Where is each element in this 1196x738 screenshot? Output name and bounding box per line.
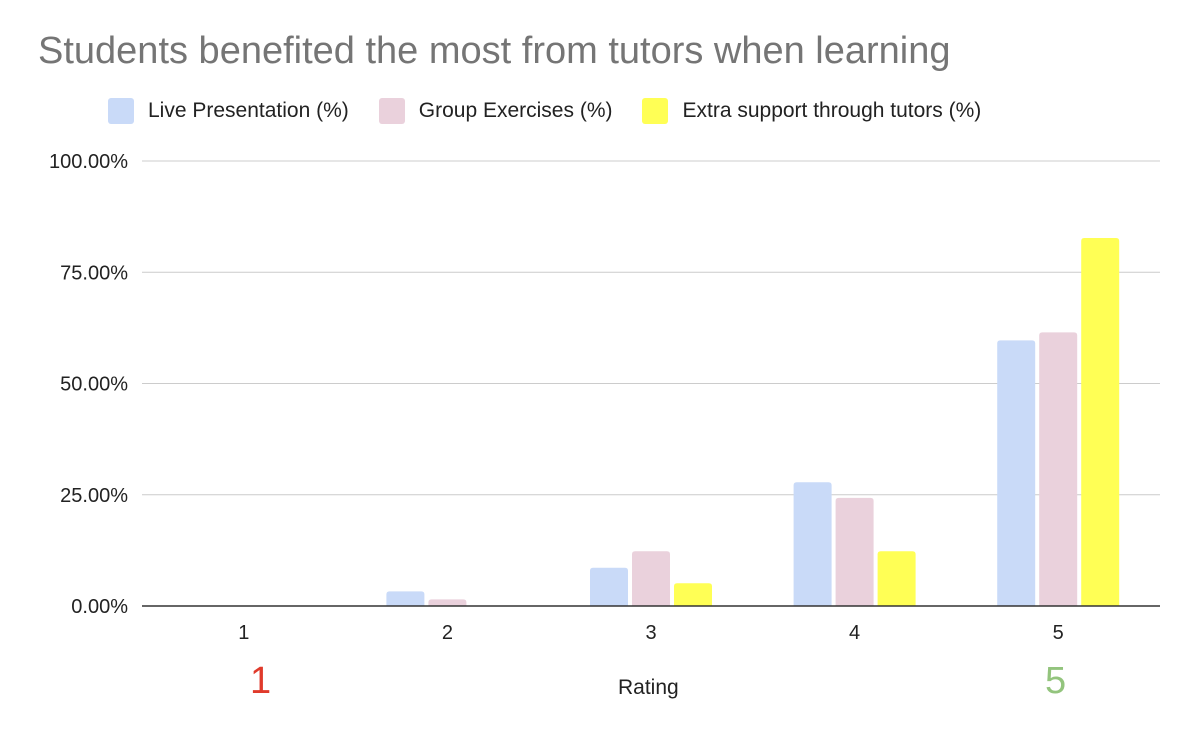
bar-series-1-rating-4[interactable] — [835, 497, 874, 606]
x-axis-label: Rating — [618, 676, 679, 699]
gridlines — [142, 160, 1160, 496]
y-tick-label: 25.00% — [60, 485, 128, 507]
legend-item-group-exercises[interactable]: Group Exercises (%) — [378, 98, 613, 124]
bar-series-1-rating-3[interactable] — [632, 551, 670, 606]
bar-series-1-rating-2[interactable] — [428, 599, 467, 606]
bar-series-2-rating-4[interactable] — [877, 551, 916, 606]
y-axis-tick-labels: 0.00% 25.00% 50.00% 75.00% 100.00% — [49, 151, 128, 618]
legend-item-live-presentation[interactable]: Live Presentation (%) — [108, 98, 349, 124]
x-tick-label: 2 — [442, 622, 453, 644]
bar-series-1-rating-5[interactable] — [1039, 332, 1078, 606]
x-tick-label: 1 — [238, 622, 249, 644]
legend-label-live-presentation: Live Presentation (%) — [148, 99, 349, 122]
rating-high-annotation: 5 — [1045, 660, 1067, 702]
bar-series-2-rating-3[interactable] — [674, 583, 712, 606]
legend-item-extra-support[interactable]: Extra support through tutors (%) — [642, 98, 981, 124]
legend-label-extra-support: Extra support through tutors (%) — [682, 99, 982, 122]
bar-series-0-rating-5[interactable] — [997, 340, 1036, 606]
x-tick-label: 5 — [1053, 622, 1064, 644]
y-tick-label: 100.00% — [49, 151, 128, 173]
y-tick-label: 50.00% — [60, 374, 128, 396]
legend-label-group-exercises: Group Exercises (%) — [418, 99, 613, 122]
legend-swatch-live-presentation — [108, 98, 134, 124]
y-tick-label: 75.00% — [60, 262, 128, 284]
legend-swatch-extra-support — [642, 98, 669, 124]
y-tick-label: 0.00% — [71, 596, 128, 618]
bar-series-2-rating-5[interactable] — [1081, 237, 1120, 607]
x-tick-label: 3 — [645, 622, 656, 644]
rating-low-annotation: 1 — [250, 660, 272, 702]
bar-series-0-rating-2[interactable] — [386, 591, 425, 606]
legend: Live Presentation (%) Group Exercises (%… — [108, 98, 1011, 124]
bars — [386, 237, 1120, 607]
legend-swatch-group-exercises — [378, 98, 405, 124]
x-axis-tick-labels: 1 2 3 4 5 — [238, 622, 1064, 644]
chart-title: Students benefited the most from tutors … — [38, 30, 951, 72]
bar-series-0-rating-3[interactable] — [590, 567, 628, 606]
x-tick-label: 4 — [849, 622, 860, 644]
bar-series-0-rating-4[interactable] — [793, 482, 832, 606]
